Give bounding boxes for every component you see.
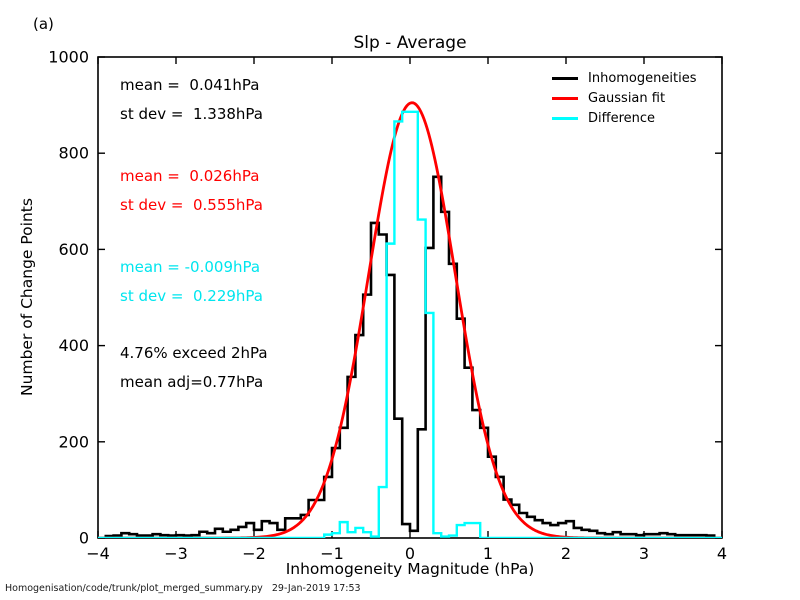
annotation-black-mean: mean = 0.041hPa [120, 76, 260, 94]
black-line-swatch [552, 76, 578, 80]
y-tick-label: 1000 [48, 48, 89, 67]
plot-frame [97, 56, 723, 539]
legend: Inhomogeneities Gaussian fit Difference [552, 68, 696, 128]
x-tick-label: 4 [717, 544, 727, 563]
x-tick-label: 1 [483, 544, 493, 563]
legend-item-inhomogeneities: Inhomogeneities [552, 68, 696, 88]
legend-label: Inhomogeneities [588, 70, 697, 86]
y-axis-label: Number of Change Points [18, 198, 36, 396]
x-tick-label: −3 [164, 544, 188, 563]
difference-histogram-line [98, 110, 722, 538]
annotation-mean-adj: mean adj=0.77hPa [120, 373, 264, 391]
annotation-exceed: 4.76% exceed 2hPa [120, 344, 268, 362]
y-tick-label: 600 [58, 240, 89, 259]
footer-source-path: Homogenisation/code/trunk/plot_merged_su… [5, 583, 361, 594]
x-tick-label: −1 [320, 544, 344, 563]
y-tick-label: 0 [79, 529, 89, 548]
legend-label: Gaussian fit [588, 90, 666, 106]
annotation-cyan-mean: mean = -0.009hPa [120, 258, 261, 276]
x-tick-label: −4 [86, 544, 110, 563]
inhomogeneities-histogram-line [104, 175, 716, 538]
annotation-black-stdev: st dev = 1.338hPa [120, 105, 263, 123]
legend-item-gaussian-fit: Gaussian fit [552, 88, 696, 108]
annotation-red-mean: mean = 0.026hPa [120, 167, 260, 185]
chart-title: Slp - Average [353, 33, 467, 53]
annotation-red-stdev: st dev = 0.555hPa [120, 196, 263, 214]
tick-labels: −4 −3 −2 −1 0 1 2 3 4 0 200 400 600 800 1000 [48, 48, 727, 564]
y-tick-label: 200 [58, 432, 89, 451]
y-tick-label: 400 [58, 336, 89, 355]
x-tick-label: 2 [561, 544, 571, 563]
red-line-swatch [552, 96, 578, 100]
legend-item-difference: Difference [552, 108, 696, 128]
legend-label: Difference [588, 110, 656, 126]
x-tick-label: 3 [639, 544, 649, 563]
x-axis-label: Inhomogeneity Magnitude (hPa) [285, 560, 535, 578]
panel-label: (a) [33, 15, 54, 33]
x-tick-label: −2 [242, 544, 266, 563]
x-tick-label: 0 [405, 544, 415, 563]
annotation-cyan-stdev: st dev = 0.229hPa [120, 287, 263, 305]
cyan-line-swatch [552, 116, 578, 120]
y-tick-label: 800 [58, 144, 89, 163]
